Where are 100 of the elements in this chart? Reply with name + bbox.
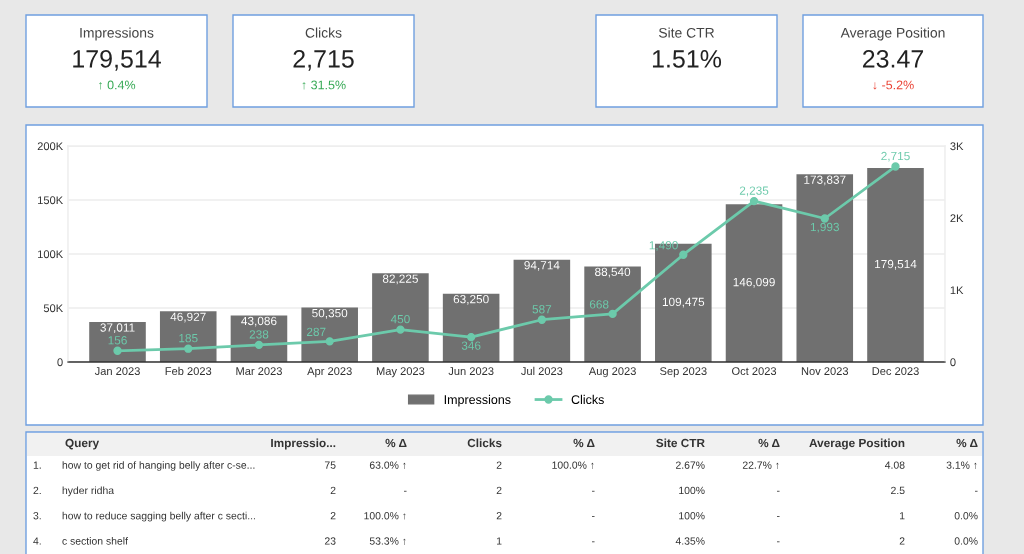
point (608, 309, 617, 319)
x-tick-label: Mar 2023 (236, 367, 282, 376)
point (466, 332, 476, 342)
data-label: 156 (108, 336, 127, 345)
text: - (591, 541, 595, 543)
data-label: 450 (390, 314, 410, 324)
text: ↑ 31.5% (302, 80, 346, 90)
text: 23 (324, 537, 336, 545)
category-label: % Δ (573, 438, 595, 448)
text: - (591, 490, 595, 492)
data-label: 94,714 (524, 261, 560, 271)
category-label: Query (65, 438, 100, 450)
text: - (776, 490, 780, 492)
data-label: 185 (179, 333, 198, 343)
text: 2 (330, 486, 336, 494)
x-tick-label: Jan 2023 (94, 367, 140, 376)
data-label: 179,514 (875, 259, 917, 270)
point (891, 162, 900, 171)
text: 75 (324, 461, 336, 469)
point (184, 344, 193, 353)
data-label: 2,235 (739, 186, 769, 197)
text: 4.08 (884, 461, 905, 469)
text: Clicks (305, 27, 342, 38)
point (679, 250, 688, 259)
text: - (776, 516, 780, 517)
text: 53.3% ↑ (369, 537, 406, 545)
x-tick-label: Jul 2023 (521, 366, 563, 376)
x-tick-label: Nov 2023 (801, 367, 849, 376)
y-tick-label: 50K (43, 304, 64, 313)
data-label: 146,099 (733, 277, 775, 288)
text: 4. c section shelf (33, 537, 128, 545)
text: - (403, 490, 407, 492)
x-tick-label: Aug 2023 (588, 367, 636, 378)
bar (584, 266, 641, 362)
text: 4.35% (675, 537, 705, 545)
bar (301, 307, 358, 362)
point (254, 340, 264, 350)
category-label: Site CTR (656, 438, 705, 448)
text: 2.67% (675, 461, 705, 469)
text: 2. hyder ridha (33, 486, 115, 497)
bar (725, 204, 783, 362)
point (325, 337, 334, 346)
text: 1. how to get rid of hanging belly after c-se... (33, 461, 255, 471)
x-tick-label: Apr 2023 (307, 367, 352, 378)
text: Impressions (80, 27, 154, 41)
bar (372, 273, 429, 362)
category-label: % Δ (385, 438, 407, 448)
x-tick-label: Jun 2023 (448, 367, 494, 376)
data-label: 50,350 (312, 308, 348, 319)
text: 2 (496, 512, 502, 520)
data-label: 668 (589, 300, 609, 309)
x-tick-label: Sep 2023 (660, 367, 707, 378)
data-label: 173,837 (804, 175, 846, 186)
text: 22.7% ↑ (742, 461, 779, 469)
point (537, 315, 547, 324)
y2-tick-label: 2K (950, 214, 964, 223)
x-tick-label: May 2023 (376, 367, 425, 378)
data-label: 63,250 (453, 295, 489, 305)
y-tick-label: 150K (38, 196, 64, 205)
category-label: % Δ (758, 438, 780, 448)
category-label: Impressio... (271, 438, 336, 450)
text: ↓ -5.2% (873, 80, 914, 90)
y2-tick-label: 1K (950, 286, 964, 295)
text: 2 (496, 461, 502, 469)
text: 63.0% ↑ (369, 461, 406, 469)
data-label: 46,927 (170, 312, 206, 323)
text: 23.47 (862, 50, 924, 68)
x-tick-label: Dec 2023 (872, 367, 919, 376)
text: Average Position (840, 27, 945, 41)
data-label: 587 (532, 305, 552, 314)
bar (89, 322, 146, 362)
y2-tick-label: 0 (950, 358, 956, 367)
point (749, 196, 759, 206)
text: 2 (330, 512, 336, 520)
text: 3.1% ↑ (946, 461, 977, 469)
text: 3. how to reduce sagging belly after c secti... (33, 511, 255, 522)
x-tick-label: Feb 2023 (165, 366, 212, 376)
text: - (776, 541, 780, 543)
text: 100.0% ↑ (364, 512, 406, 520)
data-label: 346 (461, 341, 481, 350)
data-label: 88,540 (595, 267, 631, 278)
x-tick-label: Oct 2023 (732, 367, 777, 376)
data-label: 1,993 (810, 222, 840, 233)
text: 2 (899, 537, 905, 545)
data-label: 2,715 (881, 151, 910, 162)
data-label: 82,225 (382, 274, 418, 285)
data-label: 287 (306, 327, 326, 337)
y-tick-label: 100K (38, 250, 64, 259)
text: 1.51% (652, 50, 722, 68)
text: - (591, 516, 595, 517)
text: 1 (497, 537, 502, 545)
text: 100% (679, 512, 705, 520)
category-label: Average Position (809, 438, 905, 450)
text: Site CTR (658, 27, 715, 38)
y-tick-label: 200K (37, 142, 64, 151)
bar (796, 174, 854, 362)
bar (442, 293, 500, 362)
category-label: Clicks (467, 438, 502, 448)
text: 0.0% (954, 512, 978, 520)
legend-label: Impressions (444, 394, 511, 407)
